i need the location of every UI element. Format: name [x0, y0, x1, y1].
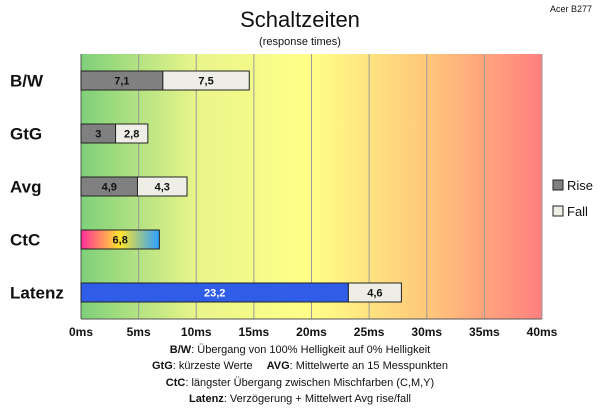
- bar-fall: [115, 123, 149, 144]
- category-label: GtG: [10, 125, 42, 144]
- x-tick-label: 30ms: [411, 325, 442, 339]
- note-ctc-text: : längster Übergang zwischen Mischfarben…: [185, 376, 435, 389]
- note-bw-key: B/W: [169, 344, 192, 356]
- note-bw-text: : Übergang von 100% Helligkeit auf 0% He…: [191, 344, 431, 356]
- bar-fall: [162, 70, 250, 91]
- x-tick-label: 15ms: [239, 325, 270, 339]
- bar-rise-label: 7,1: [114, 76, 129, 88]
- bar-fall: [347, 282, 402, 303]
- legend-label: Rise: [567, 178, 593, 193]
- bar-fall-label: 2,8: [124, 129, 139, 141]
- bar-fall-label: 4,3: [155, 182, 170, 194]
- legend-label: Fall: [567, 204, 588, 219]
- note-gtg-key: GtG: [151, 360, 173, 373]
- x-tick-label: 0ms: [69, 325, 93, 339]
- bar-fall: [136, 176, 188, 197]
- note-avg-text: : Mittelwerte an 15 Messpunkten: [289, 360, 449, 373]
- x-tick-label: 25ms: [354, 325, 385, 339]
- bar-fall-label: 7,5: [198, 76, 213, 88]
- category-label: B/W: [10, 72, 44, 91]
- category-label: CtC: [10, 231, 40, 250]
- category-label: Avg: [10, 178, 42, 197]
- chart-title: Schaltzeiten: [240, 7, 360, 32]
- x-tick-label: 20ms: [296, 325, 327, 339]
- x-tick-label: 40ms: [527, 325, 558, 339]
- x-tick-label: 5ms: [127, 325, 151, 339]
- note-latenz-text: : Verzögerung + Mittelwert Avg rise/fall: [223, 393, 412, 406]
- bar-ctc-label: 6,8: [113, 235, 128, 247]
- bar-fall-label: 4,6: [367, 288, 382, 300]
- category-label: Latenz: [10, 284, 64, 303]
- note-gtg-text: : kürzeste Werte: [172, 360, 253, 373]
- note-latenz: Latenz: Verzögerung + Mittelwert Avg ris…: [0, 391, 600, 407]
- note-ctc-key: CtC: [165, 376, 186, 389]
- bar-rise-label: 3: [95, 129, 101, 141]
- legend-swatch: [552, 179, 564, 191]
- bar-ctc: [80, 229, 160, 250]
- monitor-model-label: Acer B277: [549, 4, 592, 14]
- bar-rise-label: 4,9: [102, 182, 117, 194]
- note-latenz-key: Latenz: [188, 393, 224, 406]
- note-ctc: CtC: längster Übergang zwischen Mischfar…: [0, 375, 600, 391]
- note-bw: B/W: Übergang von 100% Helligkeit auf 0%…: [0, 342, 600, 358]
- note-gtg-avg: GtG: kürzeste Werte AVG: Mittelwerte an 1…: [0, 358, 600, 374]
- bar-latency-label: 23,2: [204, 288, 225, 300]
- chart-subtitle: (response times): [259, 36, 341, 48]
- note-avg-key: AVG: [266, 360, 290, 373]
- x-tick-label: 10ms: [181, 325, 212, 339]
- chart-notes: B/W: Übergang von 100% Helligkeit auf 0%…: [0, 342, 600, 408]
- legend-swatch: [552, 205, 564, 217]
- x-tick-label: 35ms: [469, 325, 500, 339]
